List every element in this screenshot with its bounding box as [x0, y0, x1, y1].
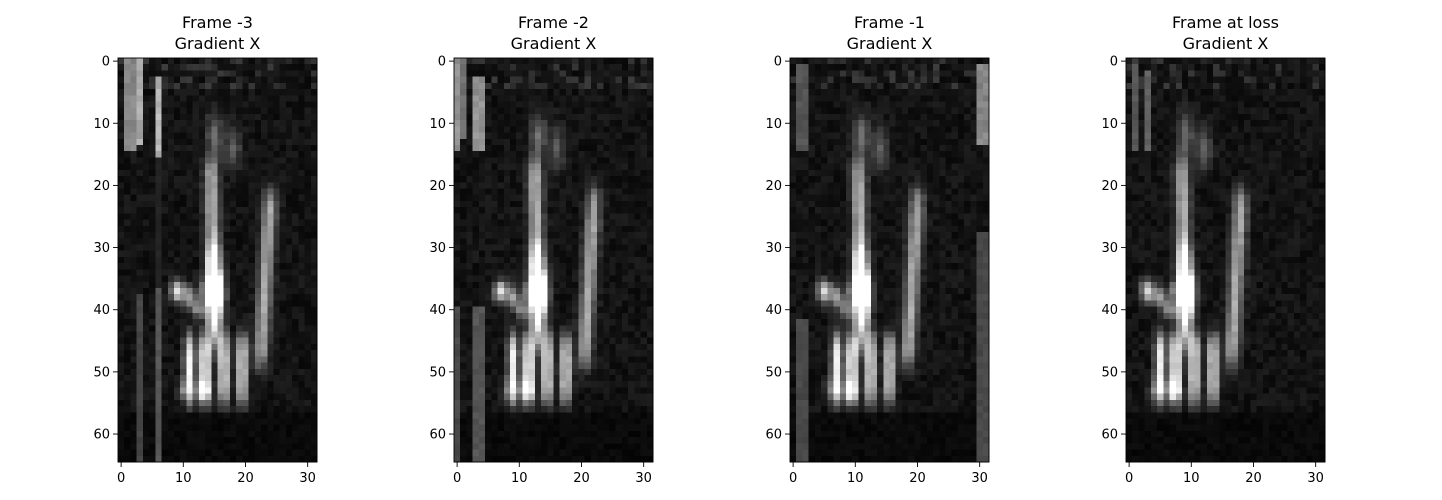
heatmap-image	[1126, 58, 1326, 463]
panel-4: Frame at loss Gradient X 0 10 20 30 0 10 20 30 40 5…	[1101, 13, 1326, 486]
y-tick-label: 60	[1101, 428, 1118, 443]
y-tick-label: 60	[765, 428, 782, 443]
x-tick-label: 30	[1307, 471, 1324, 486]
axes-frame	[453, 57, 654, 463]
y-tick-label: 50	[765, 365, 782, 380]
axes-frame	[117, 57, 318, 463]
chart-title: Frame -3	[182, 13, 253, 32]
y-tick-label: 60	[429, 428, 446, 443]
y-tick-label: 0	[102, 55, 110, 70]
heatmap-image	[454, 58, 654, 463]
y-tick-label: 30	[93, 241, 110, 256]
panel-3: Frame -1 Gradient X 0 10 20 30 0 10 20 30 40 50 60	[765, 13, 990, 486]
y-tick-label: 10	[765, 117, 782, 132]
chart-title: Gradient X	[511, 34, 597, 53]
heatmap-image	[118, 58, 318, 463]
x-tick-label: 20	[909, 471, 926, 486]
chart-title: Frame at loss	[1172, 13, 1279, 32]
y-tick-label: 10	[429, 117, 446, 132]
x-tick-label: 30	[971, 471, 988, 486]
heatmap-image	[790, 58, 990, 463]
x-tick-label: 0	[1125, 471, 1133, 486]
x-tick-label: 10	[1183, 471, 1200, 486]
x-tick-label: 0	[789, 471, 797, 486]
y-tick-label: 20	[765, 179, 782, 194]
y-tick-label: 40	[93, 303, 110, 318]
x-tick-label: 20	[1245, 471, 1262, 486]
chart-title: Gradient X	[1183, 34, 1269, 53]
chart-title: Frame -1	[854, 13, 925, 32]
y-tick-label: 50	[429, 365, 446, 380]
chart-title: Gradient X	[175, 34, 261, 53]
y-tick-label: 10	[1101, 117, 1118, 132]
y-tick-label: 20	[1101, 179, 1118, 194]
chart-title: Gradient X	[847, 34, 933, 53]
y-tick-label: 40	[765, 303, 782, 318]
x-tick-label: 20	[237, 471, 254, 486]
y-tick-label: 30	[1101, 241, 1118, 256]
y-tick-label: 10	[93, 117, 110, 132]
y-tick-label: 40	[429, 303, 446, 318]
y-tick-label: 40	[1101, 303, 1118, 318]
y-tick-label: 0	[438, 55, 446, 70]
y-tick-label: 30	[765, 241, 782, 256]
axes-frame	[789, 57, 990, 463]
y-tick-label: 50	[93, 365, 110, 380]
x-tick-label: 30	[299, 471, 316, 486]
x-tick-label: 0	[453, 471, 461, 486]
chart-title: Frame -2	[518, 13, 589, 32]
y-tick-label: 50	[1101, 365, 1118, 380]
x-tick-label: 10	[175, 471, 192, 486]
x-tick-label: 30	[635, 471, 652, 486]
x-tick-label: 20	[573, 471, 590, 486]
x-tick-label: 10	[511, 471, 528, 486]
x-tick-label: 10	[847, 471, 864, 486]
y-tick-label: 0	[1110, 55, 1118, 70]
y-tick-label: 30	[429, 241, 446, 256]
x-tick-label: 0	[117, 471, 125, 486]
y-tick-label: 0	[774, 55, 782, 70]
y-tick-label: 20	[93, 179, 110, 194]
axes-frame	[1125, 57, 1326, 463]
panel-2: Frame -2 Gradient X 0 10 20 30 0 10 20 30 40 50 60	[429, 13, 654, 486]
y-tick-label: 20	[429, 179, 446, 194]
y-tick-label: 60	[93, 428, 110, 443]
panel-1: Frame -3 Gradient X 0 10 20 30 0 10 20 30 40 50 60	[93, 13, 318, 486]
